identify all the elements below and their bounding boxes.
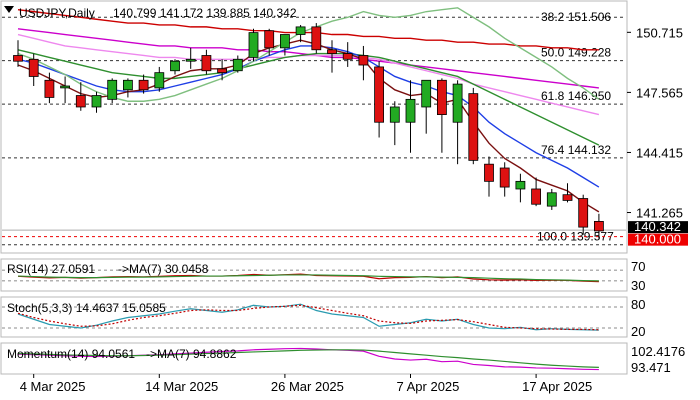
marker-price-badge xyxy=(628,233,688,246)
price-tick-label: 150.715 xyxy=(636,25,683,40)
candle-body xyxy=(201,55,212,72)
candle-body xyxy=(327,49,337,54)
indicator-line xyxy=(17,303,599,331)
candle-body xyxy=(75,95,86,108)
rsi-ma-readout: ->MA(7) 30.0458 xyxy=(118,262,209,276)
candle-body xyxy=(405,98,416,123)
ohlc-readout: 140.799 141.172 139.885 140.342 xyxy=(113,6,297,20)
moving-average-line xyxy=(17,33,600,116)
candle-body xyxy=(44,79,55,98)
date-tick-label: 17 Apr 2025 xyxy=(522,379,592,394)
candle-body xyxy=(123,79,133,91)
candle-body xyxy=(154,72,165,89)
moving-average-line xyxy=(17,9,599,51)
momentum-panel-frame xyxy=(0,342,628,375)
candle-body xyxy=(452,83,463,123)
price-axis: 150.715 147.565 144.415 141.265140.342140.0… xyxy=(627,25,688,247)
candle-body xyxy=(499,167,510,188)
candle-body xyxy=(594,220,604,232)
date-tick-label: 26 Mar 2025 xyxy=(271,379,344,394)
indicator-axis-label: 20 xyxy=(631,324,645,339)
date-tick-label: 14 Mar 2025 xyxy=(145,379,218,394)
indicator-axis-label: 80 xyxy=(631,297,645,312)
fib-level-label: 76.4 144.132 xyxy=(541,143,611,157)
candle-body xyxy=(170,60,180,72)
candle-body xyxy=(436,79,447,116)
candle-body xyxy=(264,30,275,49)
candle-body xyxy=(578,198,589,228)
stochastic-panel: 80 20 xyxy=(2,297,645,339)
date-tick-label: 4 Mar 2025 xyxy=(20,379,86,394)
candle-body xyxy=(374,66,385,123)
candle-body xyxy=(311,26,322,51)
stoch-panel-frame xyxy=(0,296,628,338)
candle-body xyxy=(60,85,70,89)
stoch-title: Stoch(5,3,3) 14.4637 15.0585 xyxy=(7,301,166,315)
candle-body xyxy=(295,26,306,35)
candle-body xyxy=(217,68,228,74)
candle-body xyxy=(562,194,573,201)
indicator-axis-label: 102.4176 xyxy=(631,344,685,359)
current-price-label: 140.342 xyxy=(634,219,681,234)
indicator-line xyxy=(17,304,599,331)
indicator-line xyxy=(17,274,599,282)
candle-body xyxy=(28,58,39,77)
candle-body xyxy=(13,55,23,62)
candle-body xyxy=(546,192,557,207)
candle-body xyxy=(248,32,259,58)
marker-price-label: 140.000 xyxy=(634,232,681,247)
candle-body xyxy=(138,79,149,91)
indicator-axis-label: 70 xyxy=(631,259,645,274)
symbol-title: USDJPY,Daily xyxy=(19,6,95,20)
candle-body xyxy=(468,93,479,161)
candle-body xyxy=(484,163,494,182)
indicator-axis-label: 93.471 xyxy=(631,360,671,375)
date-tick-label: 7 Apr 2025 xyxy=(397,379,460,394)
price-tick-label: 141.265 xyxy=(636,206,683,221)
candle-body xyxy=(91,95,102,108)
candle-body xyxy=(389,106,400,123)
indicator-line xyxy=(17,349,599,368)
date-axis: 4 Mar 2025 14 Mar 2025 26 Mar 2025 7 Apr 20… xyxy=(20,374,592,394)
moving-average-line xyxy=(17,49,600,146)
collapse-triangle-icon[interactable] xyxy=(4,6,14,13)
candle-body xyxy=(279,34,290,49)
fib-level-label: 100.0 139.577 xyxy=(537,230,614,244)
fib-level-label-top: 38.2 151.506 xyxy=(541,10,611,24)
candle-body xyxy=(421,79,432,108)
momentum-ma-readout: ->MA(7) 94.8862 xyxy=(146,347,237,361)
candle-body xyxy=(232,58,243,72)
candle-body xyxy=(342,53,353,60)
candle-body xyxy=(107,79,118,100)
fib-level-label: 61.8 146.950 xyxy=(541,89,611,103)
candle-body xyxy=(531,188,541,205)
price-tick-label: 144.415 xyxy=(636,145,683,160)
indicator-axis-label: 30 xyxy=(631,278,645,293)
price-tick-label: 147.565 xyxy=(636,85,683,100)
candle-body xyxy=(515,180,526,190)
candle-body xyxy=(358,55,369,66)
current-price-badge xyxy=(628,221,688,234)
candle-body xyxy=(185,58,196,62)
rsi-title: RSI(14) 27.0591 xyxy=(7,262,95,276)
momentum-title: Momentum(14) 94.0561 xyxy=(7,347,135,361)
